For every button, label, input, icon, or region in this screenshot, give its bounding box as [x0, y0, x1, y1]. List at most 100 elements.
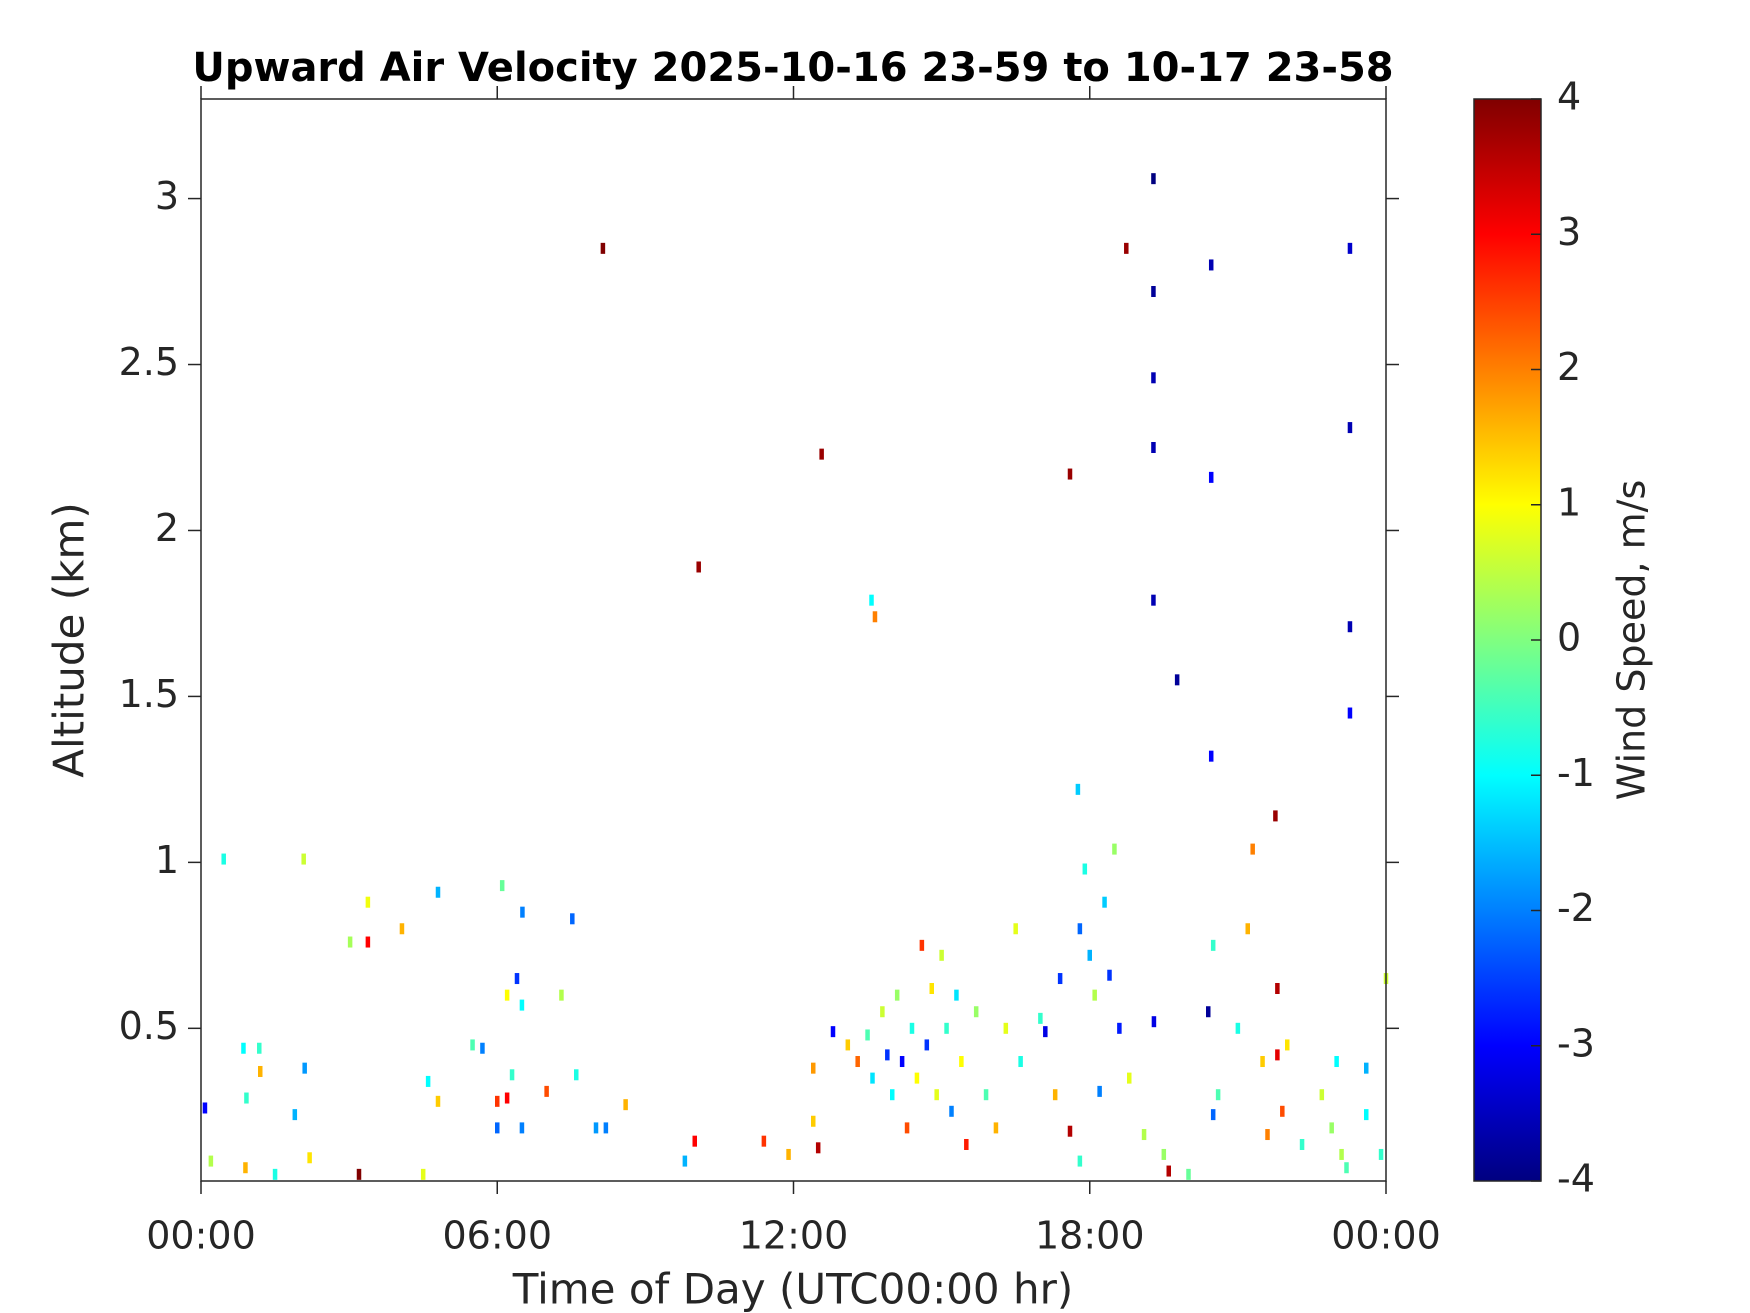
- heatmap-cell: [1082, 863, 1088, 875]
- heatmap-cell: [870, 1072, 875, 1084]
- heatmap-cell: [855, 1056, 860, 1068]
- heatmap-cell: [420, 1168, 426, 1180]
- heatmap-cell: [1092, 989, 1097, 1001]
- colorbar-tick-label: -4: [1557, 1157, 1595, 1201]
- heatmap-cell: [1347, 621, 1353, 633]
- heatmap-cell: [1208, 259, 1214, 271]
- heatmap-cell: [365, 936, 371, 948]
- colorbar-tick-label: 2: [1557, 345, 1581, 389]
- y-tick-label: 3: [155, 174, 179, 218]
- heatmap-cell: [894, 989, 900, 1001]
- heatmap-cell: [435, 886, 441, 898]
- heatmap-cell: [1364, 1109, 1369, 1121]
- heatmap-cell: [272, 1168, 278, 1180]
- heatmap-cell: [811, 1115, 816, 1127]
- heatmap-cell: [959, 1056, 964, 1068]
- heatmap-cell: [761, 1135, 767, 1147]
- x-tick-label: 18:00: [1035, 1214, 1145, 1258]
- heatmap-cell: [696, 561, 701, 573]
- heatmap-cell: [292, 1109, 298, 1121]
- heatmap-cell: [1347, 242, 1353, 254]
- heatmap-cell: [949, 1105, 954, 1117]
- heatmap-cell: [570, 913, 575, 925]
- heatmap-cell: [593, 1122, 599, 1134]
- heatmap-cell: [1364, 1062, 1369, 1074]
- heatmap-cell: [786, 1148, 791, 1160]
- heatmap-cell: [1265, 1129, 1270, 1141]
- heatmap-cell: [241, 1042, 246, 1054]
- heatmap-cell: [307, 1152, 312, 1164]
- heatmap-cell: [301, 853, 306, 865]
- heatmap-cell: [1151, 173, 1156, 185]
- heatmap-cell: [257, 1042, 262, 1054]
- heatmap-cell: [880, 1006, 885, 1018]
- y-tick-label: 1.5: [119, 672, 179, 716]
- heatmap-cell: [1077, 1155, 1083, 1167]
- heatmap-cell: [1124, 242, 1129, 254]
- heatmap-cell: [845, 1039, 851, 1051]
- heatmap-cell: [1347, 422, 1353, 434]
- heatmap-cell: [964, 1138, 969, 1150]
- heatmap-cell: [904, 1122, 910, 1134]
- heatmap-cell: [1210, 1109, 1216, 1121]
- colorbar-tick-label: -3: [1557, 1021, 1595, 1065]
- heatmap-cell: [865, 1029, 870, 1041]
- heatmap-cell: [544, 1085, 549, 1097]
- heatmap-cell: [885, 1049, 890, 1061]
- heatmap-cell: [929, 982, 934, 994]
- colorbar-tick-label: 3: [1557, 210, 1581, 254]
- colorbar-tick-label: 0: [1557, 616, 1581, 660]
- heatmap-cell: [1057, 973, 1063, 985]
- heatmap-cell: [1077, 923, 1083, 935]
- y-axis-label: Altitude (km): [45, 502, 94, 777]
- heatmap-cell: [1151, 594, 1156, 606]
- heatmap-cell: [1087, 949, 1092, 961]
- heatmap-cell: [1186, 1168, 1191, 1180]
- heatmap-cell: [1344, 1162, 1349, 1174]
- heatmap-cell: [914, 1072, 920, 1084]
- y-tick-label: 0.5: [119, 1004, 179, 1048]
- y-tick-label: 1: [155, 838, 179, 882]
- x-tick-label: 00:00: [1331, 1214, 1441, 1258]
- heatmap-cell: [202, 1102, 208, 1114]
- heatmap-cell: [924, 1039, 930, 1051]
- heatmap-cell: [1208, 471, 1214, 483]
- heatmap-cell: [504, 989, 510, 1001]
- heatmap-cell: [1107, 969, 1112, 981]
- y-tick-label: 2.5: [119, 340, 179, 384]
- heatmap-cell: [1166, 1165, 1171, 1177]
- heatmap-cell: [939, 949, 944, 961]
- x-axis-label: Time of Day (UTC00:00 hr): [512, 1265, 1074, 1313]
- heatmap-cell: [1208, 750, 1214, 762]
- heatmap-cell: [365, 896, 371, 908]
- heatmap-cell: [603, 1122, 609, 1134]
- heatmap-cell: [1151, 1016, 1157, 1028]
- y-tick-label: 2: [155, 506, 179, 550]
- heatmap-cell: [944, 1022, 949, 1034]
- heatmap-cell: [258, 1065, 263, 1077]
- heatmap-cell: [1329, 1122, 1334, 1134]
- heatmap-cell: [983, 1089, 989, 1101]
- heatmap-cell: [815, 1142, 821, 1154]
- heatmap-cell: [520, 906, 525, 918]
- heatmap-cell: [682, 1155, 688, 1167]
- chart-title: Upward Air Velocity 2025-10-16 23-59 to …: [192, 45, 1393, 91]
- heatmap-cell: [1206, 1006, 1211, 1018]
- colorbar-tick-label: 1: [1557, 480, 1581, 524]
- heatmap-cell: [1273, 810, 1278, 822]
- heatmap-cell: [1003, 1022, 1009, 1034]
- heatmap-cell: [692, 1135, 697, 1147]
- heatmap-cell: [208, 1155, 214, 1167]
- heatmap-cell: [1275, 982, 1280, 994]
- heatmap-cell: [811, 1062, 816, 1074]
- heatmap-cell: [425, 1075, 431, 1087]
- heatmap-cell: [504, 1092, 510, 1104]
- heatmap-cell: [1174, 674, 1180, 686]
- colorbar-tick-label: -2: [1557, 886, 1595, 930]
- heatmap-cell: [1280, 1105, 1285, 1117]
- heatmap-cell: [1151, 441, 1156, 453]
- heatmap-cell: [519, 1122, 525, 1134]
- heatmap-cell: [221, 853, 226, 865]
- heatmap-cell: [1117, 1022, 1122, 1034]
- heatmap-cell: [1102, 896, 1107, 908]
